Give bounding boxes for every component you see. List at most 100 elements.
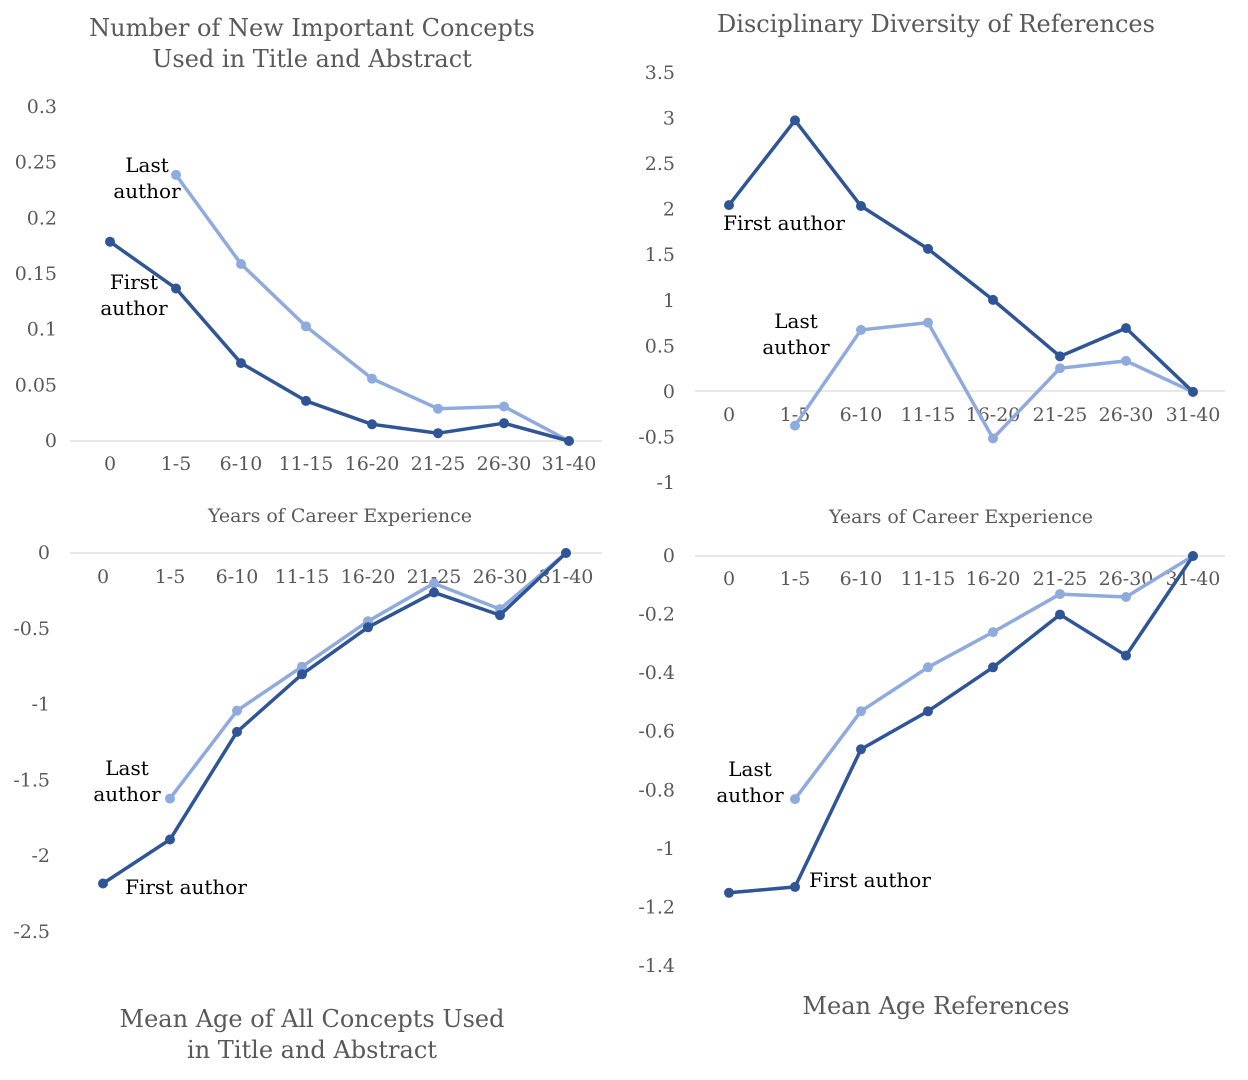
y-tick-label: -1 bbox=[31, 694, 50, 716]
data-point bbox=[790, 115, 800, 126]
data-point bbox=[433, 428, 443, 439]
data-point bbox=[433, 403, 443, 414]
data-point bbox=[98, 878, 108, 889]
y-tick-label: 0.05 bbox=[15, 374, 57, 396]
data-point bbox=[171, 169, 181, 180]
x-tick-label: 26-30 bbox=[1099, 568, 1154, 590]
chart-title: Used in Title and Abstract bbox=[152, 45, 472, 73]
y-tick-label: 0 bbox=[45, 430, 57, 452]
chart-title: Disciplinary Diversity of References bbox=[717, 10, 1155, 38]
data-point bbox=[988, 433, 998, 444]
series-line bbox=[727, 554, 1195, 895]
y-tick-label: 1 bbox=[663, 290, 675, 312]
data-point bbox=[1055, 589, 1065, 600]
x-tick-label: 21-25 bbox=[411, 453, 466, 475]
y-tick-label: -0.4 bbox=[638, 662, 675, 684]
x-tick-label: 16-20 bbox=[966, 404, 1021, 426]
data-point bbox=[1055, 363, 1065, 374]
series-line bbox=[108, 239, 571, 443]
data-point bbox=[1188, 551, 1198, 561]
y-tick-label: -1.4 bbox=[638, 955, 675, 977]
x-tick-label: 1-5 bbox=[780, 404, 811, 426]
x-tick-label: 11-15 bbox=[275, 566, 330, 588]
data-point bbox=[363, 622, 373, 633]
y-tick-label: 2 bbox=[663, 199, 675, 221]
series-line bbox=[101, 551, 568, 886]
data-point bbox=[1121, 650, 1131, 661]
data-point bbox=[429, 587, 439, 598]
data-point bbox=[923, 706, 933, 717]
data-point bbox=[1055, 351, 1065, 362]
data-point bbox=[724, 200, 734, 211]
y-tick-label: -0.5 bbox=[13, 618, 50, 640]
series-line bbox=[174, 173, 571, 443]
x-tick-label: 31-40 bbox=[539, 566, 594, 588]
data-point bbox=[988, 627, 998, 638]
x-tick-label: 31-40 bbox=[1166, 404, 1221, 426]
y-tick-label: 2.5 bbox=[645, 153, 675, 175]
y-tick-label: 3.5 bbox=[645, 62, 675, 84]
x-tick-label: 16-20 bbox=[966, 568, 1021, 590]
x-axis-title: Years of Career Experience bbox=[207, 505, 472, 527]
y-tick-label: 0 bbox=[663, 545, 675, 567]
x-tick-label: 26-30 bbox=[477, 453, 532, 475]
y-tick-label: 0.3 bbox=[27, 96, 57, 118]
y-tick-label: -0.5 bbox=[638, 426, 675, 448]
x-tick-label: 26-30 bbox=[1099, 404, 1154, 426]
last-author-label: author bbox=[762, 335, 830, 359]
x-tick-label: 31-40 bbox=[542, 453, 597, 475]
series-first-author bbox=[98, 548, 571, 889]
last-author-label: Last bbox=[728, 757, 772, 781]
data-point bbox=[171, 283, 181, 294]
y-tick-label: -1 bbox=[656, 838, 675, 860]
first-author-label: First bbox=[110, 270, 158, 294]
y-tick-label: -1 bbox=[656, 472, 675, 494]
data-point bbox=[988, 662, 998, 673]
x-tick-label: 6-10 bbox=[216, 566, 259, 588]
new-concepts-chart: Number of New Important Concepts Used in … bbox=[15, 14, 602, 527]
series-first-author bbox=[724, 115, 1198, 397]
y-tick-label: 0.5 bbox=[645, 335, 675, 357]
data-point bbox=[367, 419, 377, 430]
data-point bbox=[790, 881, 800, 892]
data-point bbox=[105, 236, 115, 247]
y-tick-label: 0.1 bbox=[27, 319, 57, 341]
last-author-label: Last bbox=[105, 756, 149, 780]
last-author-label: Last bbox=[125, 153, 169, 177]
x-axis-title: Years of Career Experience bbox=[828, 506, 1093, 528]
y-tick-label: 0.15 bbox=[15, 263, 57, 285]
data-point bbox=[856, 324, 866, 335]
reference-age-chart: Mean Age References 0 -0.2 -0.4 -0.6 -0.8 -1 -1… bbox=[638, 545, 1225, 1020]
data-point bbox=[499, 418, 509, 429]
y-tick-label: 0 bbox=[663, 381, 675, 403]
data-point bbox=[988, 294, 998, 305]
x-tick-label: 1-5 bbox=[161, 453, 192, 475]
data-point bbox=[724, 887, 734, 898]
data-point bbox=[232, 726, 242, 737]
chart-title: Number of New Important Concepts bbox=[89, 14, 535, 42]
series-first-author bbox=[105, 236, 574, 446]
first-author-label: First author bbox=[723, 211, 845, 235]
series-last-author bbox=[171, 169, 574, 446]
y-tick-label: 1.5 bbox=[645, 244, 675, 266]
x-tick-label: 1-5 bbox=[780, 568, 811, 590]
x-tick-label: 21-25 bbox=[407, 566, 462, 588]
x-tick-label: 1-5 bbox=[155, 566, 186, 588]
x-tick-label: 0 bbox=[723, 568, 735, 590]
data-point bbox=[856, 706, 866, 717]
data-point bbox=[790, 420, 800, 431]
last-author-label: author bbox=[93, 782, 161, 806]
y-tick-label: -0.6 bbox=[638, 721, 675, 743]
data-point bbox=[923, 317, 933, 328]
first-author-label: First author bbox=[125, 875, 247, 899]
data-point bbox=[367, 373, 377, 384]
data-point bbox=[495, 610, 505, 621]
data-point bbox=[165, 793, 175, 804]
y-tick-label: 0.2 bbox=[27, 207, 57, 229]
data-point bbox=[165, 834, 175, 845]
series-last-author bbox=[790, 317, 1198, 444]
x-tick-label: 0 bbox=[97, 566, 109, 588]
x-tick-label: 26-30 bbox=[473, 566, 528, 588]
data-point bbox=[561, 548, 571, 558]
